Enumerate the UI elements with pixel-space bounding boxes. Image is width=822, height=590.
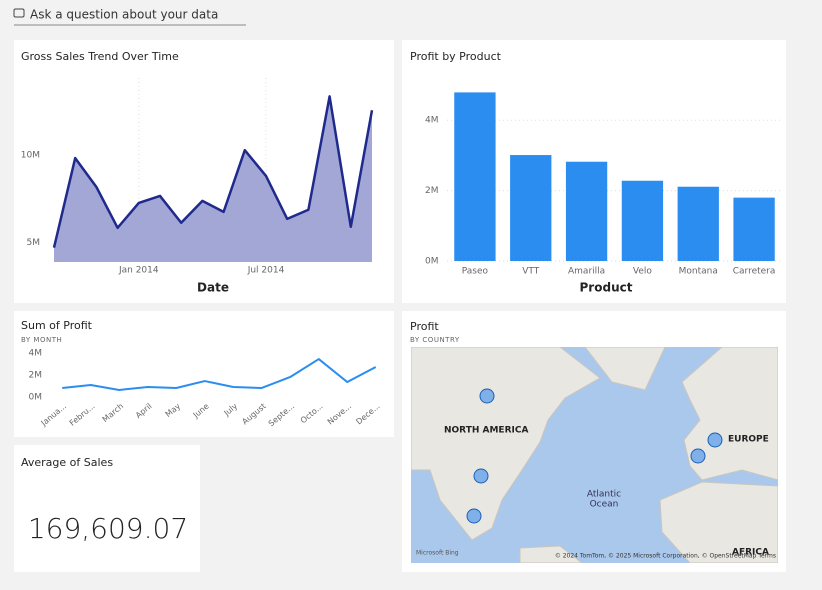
- card-value: 169,609.07: [28, 512, 188, 545]
- x-tick-label: Carretera: [733, 267, 776, 277]
- map-bubble[interactable]: [690, 448, 706, 464]
- land: [584, 347, 666, 391]
- map[interactable]: Microsoft Bing © 2024 TomTom, © 2025 Mic…: [411, 347, 778, 563]
- map-title: Profit: [410, 320, 439, 333]
- bar: [621, 180, 664, 261]
- bar: [677, 186, 719, 261]
- land: [519, 545, 583, 563]
- map-bubble[interactable]: [707, 432, 723, 448]
- y-tick-label: 2M: [29, 371, 43, 381]
- bar: [454, 92, 496, 261]
- chart-title: Sum of Profit: [21, 319, 93, 332]
- chart-title: Profit by Product: [410, 50, 502, 63]
- y-tick-label: 4M: [29, 349, 43, 359]
- map-label: Ocean: [590, 500, 619, 510]
- tile: [14, 311, 394, 437]
- bar: [510, 155, 552, 261]
- y-tick-label: 2M: [425, 186, 439, 196]
- map-label: EUROPE: [728, 435, 769, 445]
- map-attribution: © 2024 TomTom, © 2025 Microsoft Corporat…: [555, 553, 776, 560]
- area: [54, 96, 372, 263]
- y-tick-label: 0M: [29, 393, 43, 403]
- land: [681, 347, 778, 481]
- x-tick-label: Jan 2014: [118, 266, 159, 276]
- qa-box[interactable]: Ask a question about your data: [13, 8, 246, 26]
- map-provider: Microsoft Bing: [416, 550, 459, 557]
- x-tick-label: Amarilla: [568, 267, 605, 277]
- x-axis-title: Date: [197, 281, 229, 295]
- y-tick-label: 5M: [27, 238, 41, 248]
- land: [411, 347, 601, 541]
- y-tick-label: 0M: [425, 257, 439, 267]
- bar: [733, 197, 775, 261]
- x-tick-label: Paseo: [462, 267, 489, 277]
- map-label: Atlantic: [587, 490, 621, 500]
- qa-icon: [13, 8, 25, 18]
- chart-subtitle: BY MONTH: [21, 336, 62, 344]
- line: [62, 358, 377, 391]
- map-label: NORTH AMERICA: [444, 426, 528, 436]
- bar: [565, 161, 608, 261]
- line: [52, 95, 374, 248]
- x-axis-title: Product: [580, 281, 633, 295]
- chart-title: Gross Sales Trend Over Time: [21, 50, 179, 63]
- x-tick-label: Jul 2014: [247, 266, 285, 276]
- map-bubble[interactable]: [479, 388, 495, 404]
- x-tick-label: Velo: [633, 267, 652, 277]
- x-tick-label: VTT: [522, 267, 539, 277]
- map-subtitle: BY COUNTRY: [410, 336, 460, 344]
- map-label: AFRICA: [732, 548, 769, 558]
- y-tick-label: 10M: [21, 151, 40, 161]
- y-tick-label: 4M: [425, 116, 439, 126]
- tile: [14, 445, 200, 572]
- card-title: Average of Sales: [21, 456, 113, 469]
- qa-prompt[interactable]: Ask a question about your data: [30, 8, 218, 22]
- x-tick-label: Montana: [679, 267, 718, 277]
- land: [659, 481, 778, 563]
- map-bubble[interactable]: [473, 468, 489, 484]
- map-bubble[interactable]: [466, 508, 482, 524]
